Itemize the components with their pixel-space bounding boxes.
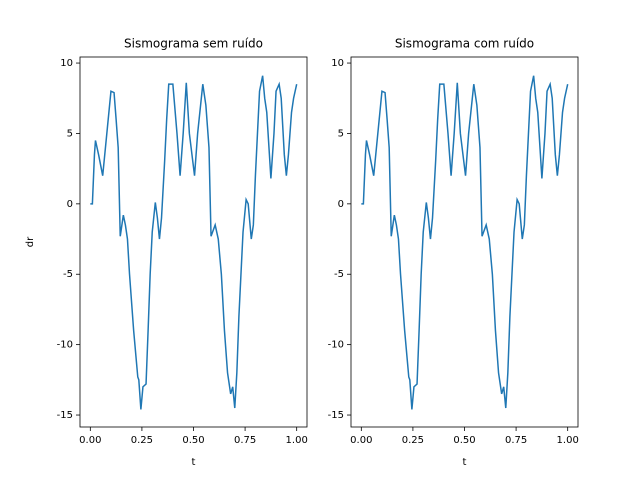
y-axis-label: dr — [25, 236, 36, 247]
x-axis-label: t — [192, 457, 196, 468]
axes-frame — [350, 56, 579, 428]
y-tick-label: -5 — [63, 269, 73, 280]
y-tick-label: -15 — [57, 410, 73, 421]
chart-title: Sismograma sem ruído — [124, 37, 263, 51]
y-tick-label: 5 — [67, 128, 73, 139]
y-tick-label: -15 — [328, 410, 344, 421]
y-tick-label: -10 — [57, 340, 73, 351]
data-line — [361, 75, 569, 410]
x-tick-label: 0.25 — [402, 435, 424, 446]
x-tick-label: 0.25 — [131, 435, 153, 446]
y-tick-label: 0 — [67, 199, 73, 210]
x-tick-label: 1.00 — [286, 435, 308, 446]
chart-title: Sismograma com ruído — [395, 37, 534, 51]
y-tick-label: 0 — [338, 199, 344, 210]
x-axis-label: t — [463, 457, 467, 468]
x-tick-label: 0.50 — [182, 435, 204, 446]
x-tick-label: 0.75 — [505, 435, 527, 446]
y-tick-label: -10 — [328, 340, 344, 351]
x-tick-label: 0.00 — [350, 435, 372, 446]
data-line — [90, 75, 298, 410]
x-tick-label: 0.50 — [453, 435, 475, 446]
x-tick-label: 0.00 — [79, 435, 101, 446]
x-tick-label: 0.75 — [234, 435, 256, 446]
axes-frame — [79, 56, 308, 428]
x-tick-label: 1.00 — [557, 435, 579, 446]
y-tick-label: 5 — [338, 128, 344, 139]
y-tick-label: 10 — [60, 58, 73, 69]
y-tick-label: 10 — [331, 58, 344, 69]
y-tick-label: -5 — [334, 269, 344, 280]
